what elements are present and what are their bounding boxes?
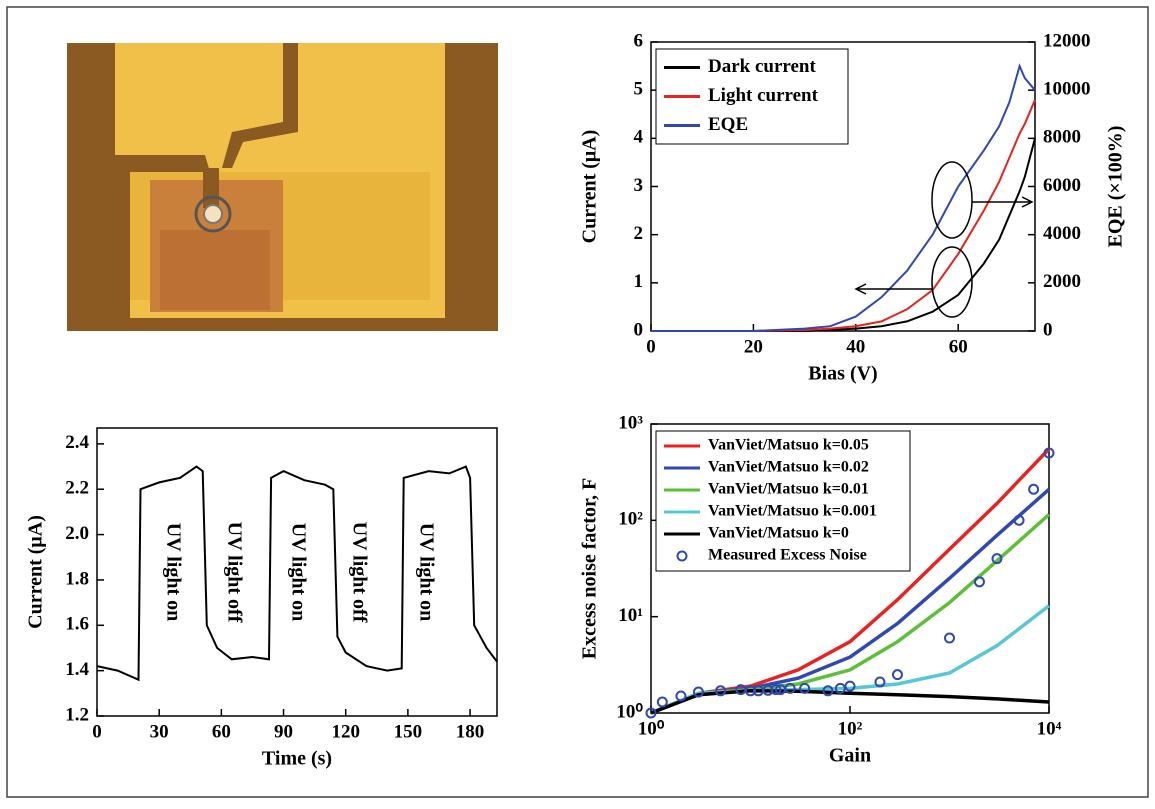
y2-axis-label: EQE (×100%) <box>1105 126 1127 248</box>
data-point <box>822 685 834 697</box>
legend-label: Dark current <box>708 56 816 77</box>
data-point <box>1043 447 1055 459</box>
legend-label: VanViet/Matsuo k=0.001 <box>708 503 877 520</box>
y-tick-label: 6 <box>634 30 644 51</box>
x-tick-label: 180 <box>456 721 485 742</box>
data-point <box>675 690 687 702</box>
y-tick-label: 2.0 <box>65 523 89 544</box>
x-axis-label: Gain <box>829 745 871 767</box>
x-tick-label: 0 <box>92 721 102 742</box>
y2-tick-label: 10000 <box>1043 79 1091 100</box>
data-line <box>96 465 498 682</box>
data-point <box>973 576 985 588</box>
legend-label: VanViet/Matsuo k=0.02 <box>708 459 869 476</box>
y2-tick-label: 8000 <box>1043 127 1081 148</box>
x-tick-label: 60 <box>949 336 968 357</box>
data-point <box>874 676 886 688</box>
data-point <box>784 682 796 694</box>
y-axis-label: Current (μA) <box>25 515 47 629</box>
y-tick-label: 1.8 <box>65 568 89 589</box>
y-tick-label: 2 <box>634 223 644 244</box>
y2-tick-label: 2000 <box>1043 271 1081 292</box>
data-point <box>944 632 955 644</box>
data-point <box>656 696 668 708</box>
data-point <box>770 684 782 696</box>
micrograph <box>67 43 498 331</box>
data-point <box>745 685 756 697</box>
x-tick-label: 150 <box>394 721 423 742</box>
y-axis-label: Excess noise factor, F <box>579 478 601 659</box>
legend-label: Light current <box>708 85 819 106</box>
data-point <box>762 684 774 696</box>
x-axis-label: Bias (V) <box>808 363 877 385</box>
y2-tick-label: 12000 <box>1043 30 1091 51</box>
y2-tick-label: 4000 <box>1043 223 1081 244</box>
data-point <box>1013 514 1025 526</box>
y2-tick-label: 0 <box>1043 319 1053 340</box>
data-point <box>991 553 1003 565</box>
x-tick-label: 90 <box>274 721 293 742</box>
y-tick-label: 2.2 <box>65 478 89 499</box>
data-point <box>844 680 856 692</box>
x-tick-label: 30 <box>150 721 169 742</box>
callout-ellipse <box>931 246 973 318</box>
x-tick-label: 10⁰ <box>638 718 665 739</box>
x-tick-label: 0 <box>646 336 656 357</box>
y-tick-label: 5 <box>634 79 644 100</box>
data-point <box>799 682 811 694</box>
x-tick-label: 10² <box>838 718 863 739</box>
x-tick-label: 60 <box>212 721 231 742</box>
legend-label: VanViet/Matsuo k=0 <box>708 525 849 542</box>
annotation: UV light on <box>415 523 437 622</box>
y-tick-label: 1.4 <box>65 659 89 680</box>
callout-arrow <box>972 196 1034 208</box>
data-point <box>715 685 727 697</box>
legend-label: VanViet/Matsuo k=0.05 <box>708 437 869 454</box>
data-point <box>834 682 846 694</box>
data-point <box>692 686 704 698</box>
x-tick-label: 10⁴ <box>1037 718 1062 739</box>
annotation: UV light off <box>348 522 370 623</box>
y2-tick-label: 6000 <box>1043 175 1081 196</box>
x-tick-label: 20 <box>744 336 763 357</box>
y-tick-label: 10⁰ <box>616 701 643 722</box>
y-axis-label: Current (μA) <box>579 130 601 244</box>
x-tick-label: 40 <box>846 336 865 357</box>
annotation: UV light off <box>223 522 245 623</box>
data-point <box>1028 483 1040 495</box>
y-tick-label: 1.2 <box>65 704 89 725</box>
legend-marker <box>676 550 688 562</box>
data-point <box>891 669 903 681</box>
y-tick-label: 10² <box>618 509 643 530</box>
y-tick-label: 1 <box>634 271 644 292</box>
legend-label: VanViet/Matsuo k=0.01 <box>708 481 869 498</box>
callout-arrow <box>854 283 932 295</box>
y-tick-label: 0 <box>634 319 644 340</box>
callout-ellipse <box>931 161 973 239</box>
y-tick-label: 4 <box>634 127 644 148</box>
legend-box <box>655 430 911 572</box>
y-tick-label: 10¹ <box>618 605 643 626</box>
y-tick-label: 2.4 <box>65 432 89 453</box>
y-tick-label: 1.6 <box>65 614 89 635</box>
annotation: UV light on <box>162 523 184 622</box>
y-tick-label: 10³ <box>618 412 643 433</box>
annotation: UV light on <box>287 523 309 622</box>
x-tick-label: 120 <box>331 721 360 742</box>
data-point <box>645 707 657 719</box>
legend-label: Measured Excess Noise <box>708 547 867 564</box>
plot-frame <box>96 427 498 717</box>
data-line <box>651 63 1036 332</box>
x-axis-label: Time (s) <box>262 748 332 770</box>
y-tick-label: 3 <box>634 175 644 196</box>
legend-label: EQE <box>708 114 748 135</box>
